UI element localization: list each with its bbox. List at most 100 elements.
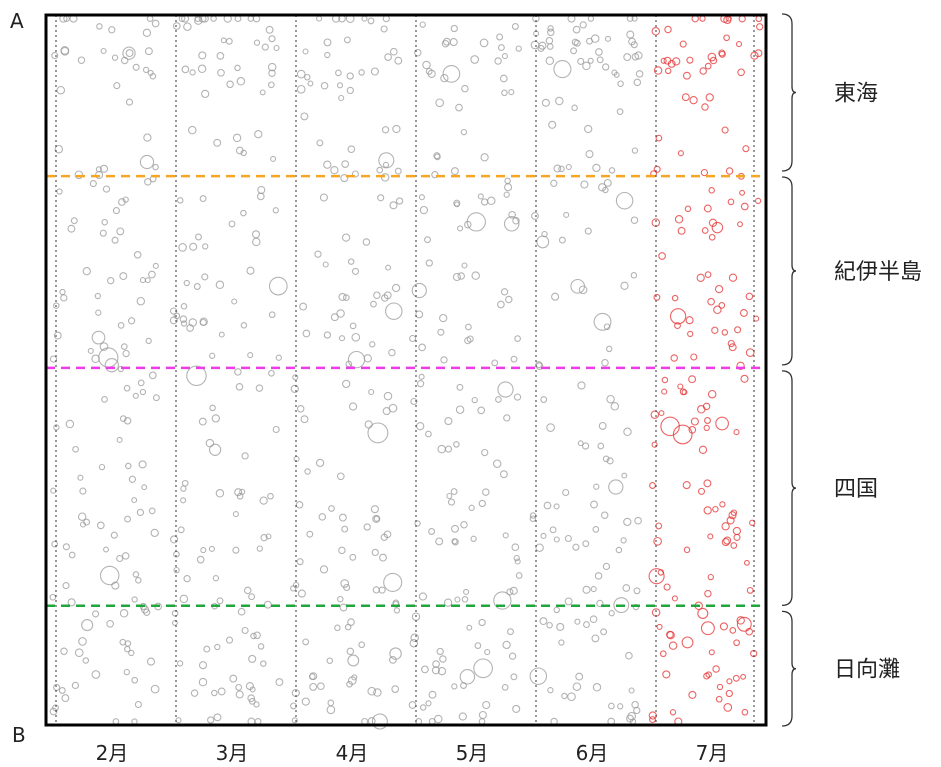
event-point <box>709 56 718 65</box>
event-point <box>336 82 344 89</box>
event-point <box>119 638 127 646</box>
event-point <box>257 185 266 195</box>
event-point <box>53 331 62 340</box>
event-point <box>425 259 433 267</box>
event-point <box>261 43 269 51</box>
event-point <box>648 711 657 720</box>
event-point <box>58 687 66 694</box>
event-point <box>147 69 154 76</box>
event-point <box>543 501 552 510</box>
event-point <box>62 582 70 590</box>
event-point <box>734 326 742 334</box>
event-point <box>450 24 458 33</box>
event-point <box>463 588 470 595</box>
event-point <box>718 49 726 57</box>
event-point <box>235 690 244 699</box>
event-point <box>456 383 464 391</box>
event-point <box>314 250 322 258</box>
event-point <box>95 166 102 173</box>
event-point <box>291 717 298 724</box>
event-point <box>663 56 672 65</box>
event-point <box>743 559 750 566</box>
event-point <box>493 591 512 610</box>
event-point <box>389 201 398 210</box>
event-point <box>98 347 119 368</box>
event-point <box>577 440 584 447</box>
event-point <box>216 597 224 605</box>
event-point <box>733 533 741 541</box>
event-point <box>299 302 308 311</box>
event-point <box>385 264 392 271</box>
event-point <box>179 594 189 604</box>
event-point <box>664 67 672 75</box>
event-point <box>658 252 666 260</box>
event-point <box>685 316 694 325</box>
event-point <box>259 89 266 96</box>
event-point <box>428 690 437 699</box>
event-point <box>309 682 318 691</box>
event-point <box>169 307 178 315</box>
event-point <box>511 23 519 30</box>
event-point <box>194 16 203 25</box>
event-point <box>409 638 419 648</box>
event-point <box>714 284 724 294</box>
event-point <box>180 497 187 504</box>
event-point <box>670 354 678 362</box>
event-point <box>432 660 440 668</box>
event-point <box>152 163 159 171</box>
event-point <box>60 46 70 56</box>
event-point <box>209 404 216 412</box>
event-point <box>728 511 737 520</box>
event-point <box>364 420 373 429</box>
event-point <box>232 511 239 518</box>
event-point <box>428 528 436 535</box>
event-point <box>79 487 87 495</box>
event-point <box>553 536 560 543</box>
event-point <box>745 348 755 357</box>
event-point <box>410 397 418 406</box>
event-point <box>712 665 720 673</box>
event-point <box>730 509 738 516</box>
event-point <box>319 193 328 202</box>
event-point <box>546 43 554 50</box>
event-point <box>633 706 641 715</box>
event-point <box>378 586 386 594</box>
event-point <box>495 396 502 403</box>
event-point <box>125 98 134 106</box>
event-point <box>225 636 234 644</box>
event-point <box>608 702 615 710</box>
event-point <box>127 317 136 325</box>
event-point <box>49 707 58 716</box>
event-point <box>590 500 598 509</box>
event-point <box>146 657 156 666</box>
event-point <box>322 261 329 268</box>
event-point <box>60 647 68 656</box>
event-point <box>425 700 432 707</box>
event-point <box>133 251 142 259</box>
event-point <box>540 532 547 539</box>
region-label: 四国 <box>834 477 878 502</box>
event-point <box>515 45 522 52</box>
event-point <box>179 315 188 323</box>
event-point <box>435 537 444 546</box>
event-point <box>82 267 91 276</box>
event-point <box>302 638 310 646</box>
event-point <box>213 713 222 722</box>
event-point <box>558 639 565 646</box>
event-point <box>229 674 238 683</box>
event-point <box>215 280 225 290</box>
event-point <box>726 516 735 525</box>
event-point <box>125 49 134 58</box>
event-point <box>497 44 505 52</box>
event-point <box>94 292 101 300</box>
event-point <box>348 402 358 411</box>
event-point <box>606 457 614 465</box>
event-point <box>67 224 76 233</box>
event-point <box>78 637 87 646</box>
event-point <box>49 593 57 601</box>
event-point <box>111 54 119 61</box>
event-point <box>425 430 432 438</box>
event-point <box>605 345 613 353</box>
month-gridlines <box>55 15 755 725</box>
event-point <box>234 64 241 72</box>
